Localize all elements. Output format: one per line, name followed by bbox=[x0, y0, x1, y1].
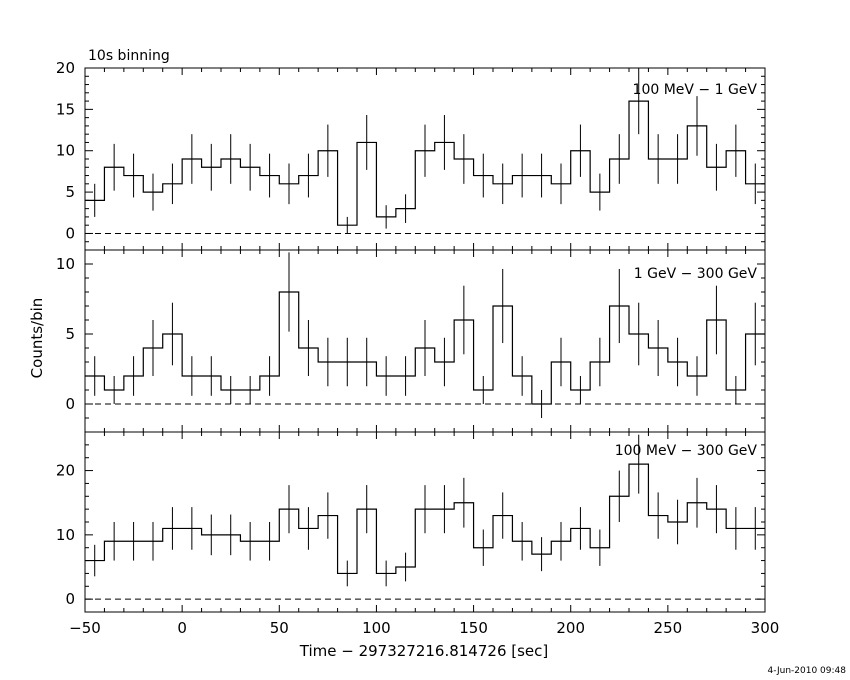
x-tick-label: 250 bbox=[654, 619, 683, 637]
y-tick-label: 5 bbox=[65, 183, 75, 201]
panel-2: 0 5 10 1 GeV − 300 GeV bbox=[56, 249, 766, 433]
y-tick-label: 0 bbox=[65, 395, 75, 413]
histogram-series bbox=[85, 463, 765, 575]
x-tick-label: 0 bbox=[177, 619, 187, 637]
y-tick-label: 0 bbox=[65, 590, 75, 608]
x-tick-label: 200 bbox=[556, 619, 585, 637]
y-tick-label: 20 bbox=[56, 59, 75, 77]
y-tick-label: 10 bbox=[56, 526, 75, 544]
y-tick-label: 10 bbox=[56, 255, 75, 273]
x-tick-label: −50 bbox=[69, 619, 101, 637]
panel-1: 0 5 10 15 20 100 MeV − 1 GeV bbox=[56, 59, 766, 251]
panel-label: 100 MeV − 300 GeV bbox=[615, 443, 758, 459]
header: 10s binning 4-Jun-2010 09:48 bbox=[88, 48, 846, 676]
histogram-series bbox=[85, 291, 765, 405]
x-tick-label: 300 bbox=[751, 619, 780, 637]
panels: 0 5 10 15 20 100 MeV − 1 GeV 0 5 10 1 GeV − 300 G… bbox=[56, 59, 779, 637]
date-stamp: 4-Jun-2010 09:48 bbox=[768, 666, 847, 676]
y-tick-label: 20 bbox=[56, 462, 75, 480]
histogram-series bbox=[85, 100, 765, 226]
x-tick-label: 150 bbox=[459, 619, 488, 637]
y-tick-label: 10 bbox=[56, 142, 75, 160]
x-axis-label: Time − 297327216.814726 [sec] bbox=[299, 642, 549, 660]
y-axis-label: Counts/bin bbox=[28, 298, 46, 379]
panel-3: 0 10 20 100 MeV − 300 GeV bbox=[56, 431, 766, 613]
y-tick-label: 5 bbox=[65, 325, 75, 343]
y-tick-label: 15 bbox=[56, 100, 75, 118]
x-tick-label: 100 bbox=[362, 619, 391, 637]
panel-label: 1 GeV − 300 GeV bbox=[634, 266, 758, 282]
y-tick-label: 0 bbox=[65, 224, 75, 242]
x-tick-label: 50 bbox=[270, 619, 289, 637]
binning-label: 10s binning bbox=[88, 48, 170, 64]
panel-label: 100 MeV − 1 GeV bbox=[633, 82, 758, 98]
